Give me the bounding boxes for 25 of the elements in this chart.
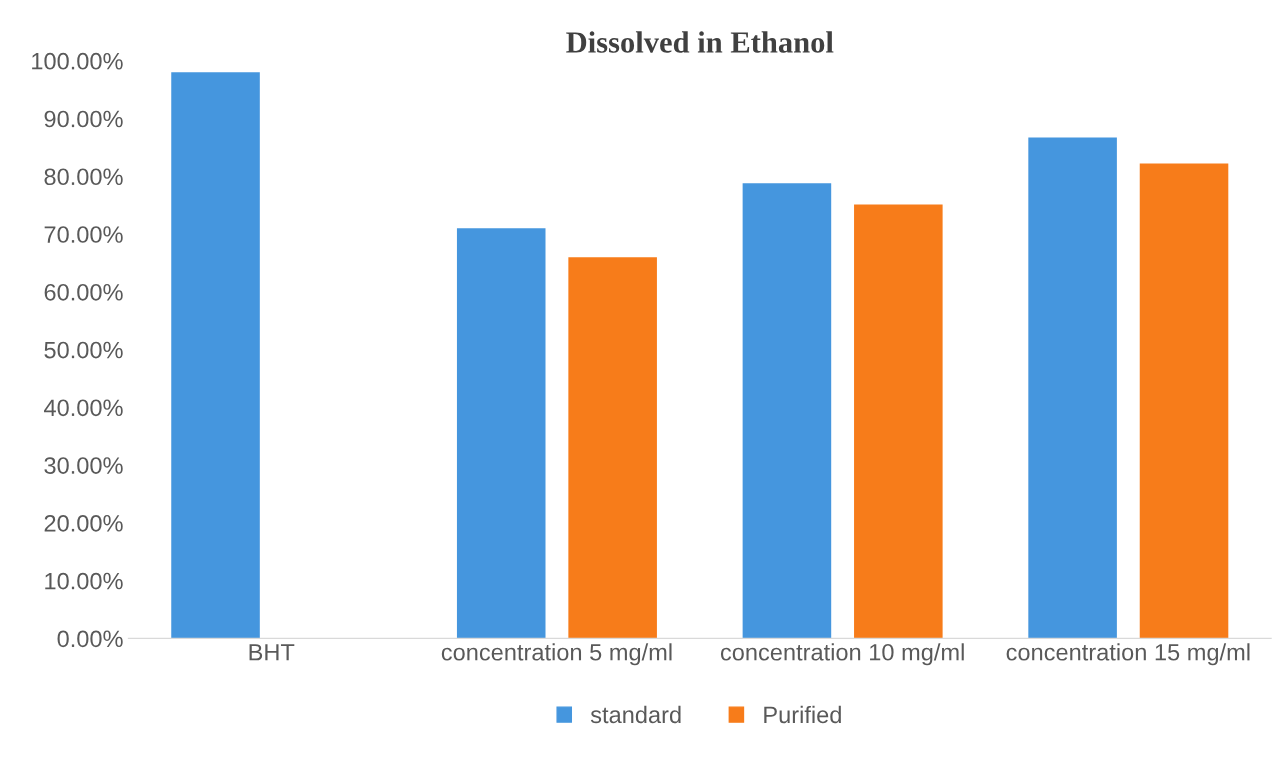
y-tick-label: 0.00%: [57, 630, 123, 648]
y-tick-label: 40.00%: [44, 399, 123, 417]
bar: [742, 183, 832, 639]
y-tick-label: 50.00%: [44, 341, 123, 359]
y-tick-label: 90.00%: [44, 110, 123, 128]
y-tick-label: 30.00%: [44, 457, 123, 474]
bar: [456, 228, 546, 639]
y-tick-label: 20.00%: [44, 514, 123, 532]
bar: [1139, 163, 1229, 639]
x-tick-label: BHT: [249, 644, 295, 661]
y-tick-label: 10.00%: [45, 572, 123, 590]
legend-label: Purified: [764, 705, 841, 724]
bar: [171, 72, 260, 639]
x-tick-label: concentration 10 mg/ml: [720, 643, 964, 666]
bar: [854, 204, 943, 639]
y-tick-label: 100.00%: [32, 52, 123, 70]
bar: [1028, 137, 1117, 639]
chart-title: Dissolved in Ethanol: [566, 31, 834, 53]
y-tick-label: 70.00%: [44, 226, 123, 243]
x-tick-label: concentration 5 mg/ml: [441, 643, 672, 666]
legend-label: standard: [590, 705, 681, 724]
y-tick-label: 60.00%: [44, 283, 123, 301]
y-tick-label: 80.00%: [44, 168, 123, 186]
x-tick-label: concentration 15 mg/ml: [1006, 643, 1250, 666]
bar: [568, 257, 657, 639]
